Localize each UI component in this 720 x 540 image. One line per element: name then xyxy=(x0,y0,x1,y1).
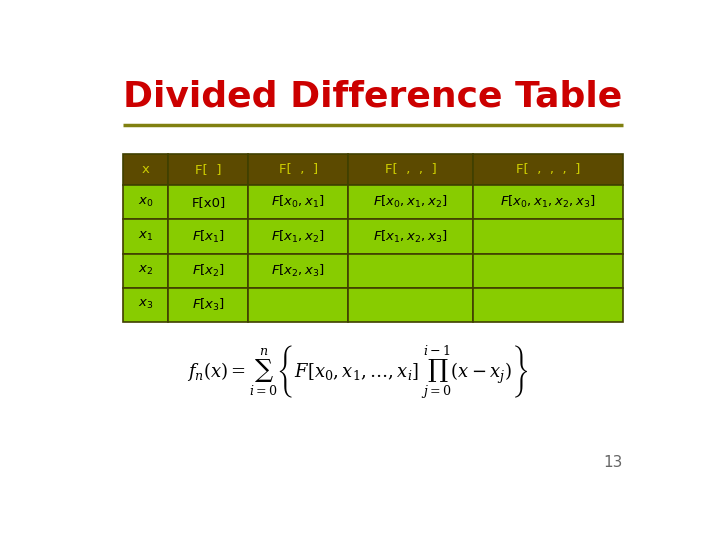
Bar xyxy=(248,219,348,254)
Bar xyxy=(168,254,248,288)
Text: $F[x_1,x_2,x_3]$: $F[x_1,x_2,x_3]$ xyxy=(373,228,448,245)
Bar xyxy=(124,154,168,185)
Text: F[  ,  ,  ]: F[ , , ] xyxy=(384,163,436,176)
Text: $F[x_0,x_1]$: $F[x_0,x_1]$ xyxy=(271,194,325,211)
Bar xyxy=(473,219,623,254)
Bar xyxy=(124,219,168,254)
Text: Divided Difference Table: Divided Difference Table xyxy=(124,79,623,113)
Bar xyxy=(248,185,348,219)
Bar xyxy=(473,185,623,219)
Bar xyxy=(168,288,248,322)
Text: $F[x_0,x_1,x_2,x_3]$: $F[x_0,x_1,x_2,x_3]$ xyxy=(500,194,596,211)
Bar xyxy=(124,288,168,322)
Text: F[x0]: F[x0] xyxy=(192,196,225,209)
Text: $F[x_2,x_3]$: $F[x_2,x_3]$ xyxy=(271,262,325,279)
Text: F[  ,  ]: F[ , ] xyxy=(279,163,318,176)
Bar xyxy=(473,154,623,185)
Text: F[  ]: F[ ] xyxy=(195,163,222,176)
Bar xyxy=(348,154,473,185)
Text: $F[x_1]$: $F[x_1]$ xyxy=(192,228,225,245)
Bar xyxy=(248,254,348,288)
Bar xyxy=(348,254,473,288)
Bar xyxy=(473,254,623,288)
Bar xyxy=(168,185,248,219)
Text: $x_2$: $x_2$ xyxy=(138,264,153,277)
Text: 13: 13 xyxy=(603,455,623,470)
Text: $x_1$: $x_1$ xyxy=(138,230,153,243)
Bar xyxy=(124,185,168,219)
Bar xyxy=(348,185,473,219)
Bar xyxy=(168,219,248,254)
Bar xyxy=(473,288,623,322)
Bar xyxy=(168,154,248,185)
Text: $x_0$: $x_0$ xyxy=(138,196,153,209)
Text: $F[x_1,x_2]$: $F[x_1,x_2]$ xyxy=(271,228,325,245)
Bar xyxy=(348,219,473,254)
Text: $f_n(x) = \sum_{i=0}^{n} \left\{ F[x_0, x_1, \ldots, x_i] \; \prod_{j=0}^{i-1}(x: $f_n(x) = \sum_{i=0}^{n} \left\{ F[x_0, … xyxy=(187,344,528,401)
Text: F[  ,  ,  ,  ]: F[ , , , ] xyxy=(516,163,580,176)
Text: $F[x_3]$: $F[x_3]$ xyxy=(192,296,225,313)
Bar xyxy=(248,154,348,185)
Text: $x_3$: $x_3$ xyxy=(138,298,153,311)
Text: $F[x_0,x_1,x_2]$: $F[x_0,x_1,x_2]$ xyxy=(373,194,448,211)
Text: x: x xyxy=(142,163,150,176)
Bar xyxy=(248,288,348,322)
Text: $F[x_2]$: $F[x_2]$ xyxy=(192,262,225,279)
Bar xyxy=(348,288,473,322)
Bar xyxy=(124,254,168,288)
